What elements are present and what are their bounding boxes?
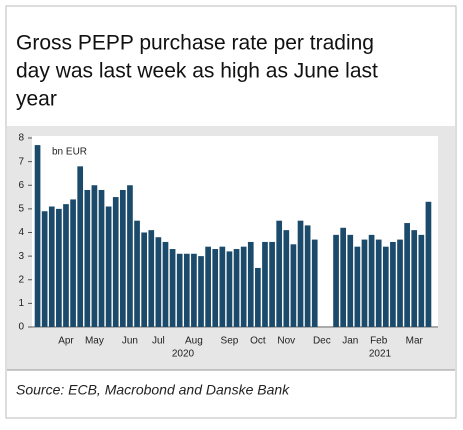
bar	[382, 246, 389, 327]
bar	[226, 251, 233, 327]
bar	[212, 249, 219, 327]
y-tick-label: 2	[18, 274, 24, 285]
bar	[198, 256, 204, 327]
x-tick-label: Jan	[342, 336, 358, 347]
bar	[404, 223, 410, 327]
bar	[333, 234, 339, 327]
bar	[418, 234, 425, 327]
bar	[63, 204, 69, 327]
x-tick-label: Jun	[122, 336, 138, 347]
bar	[340, 227, 347, 327]
bar	[233, 249, 240, 327]
bar	[77, 166, 84, 327]
title-line: day was last week as high as June last	[16, 60, 378, 83]
bar	[219, 246, 226, 327]
bar	[34, 145, 41, 327]
year-label: 2020	[172, 349, 195, 360]
bar	[354, 246, 361, 327]
bar	[162, 241, 169, 327]
x-tick-label: Oct	[250, 336, 266, 347]
bar	[397, 239, 403, 327]
bar	[148, 230, 155, 327]
bar	[205, 246, 211, 327]
title-line: year	[16, 88, 57, 111]
y-tick-label: 6	[18, 180, 24, 191]
bar	[425, 201, 432, 327]
title-line: Gross PEPP purchase rate per trading	[16, 32, 374, 55]
bar	[304, 225, 311, 327]
bar	[247, 241, 254, 327]
bar	[297, 220, 304, 327]
bar	[134, 220, 140, 327]
bar	[56, 208, 62, 327]
bar	[276, 220, 283, 327]
bar	[361, 239, 368, 327]
y-tick-label: 5	[18, 204, 24, 215]
y-tick-label: 1	[18, 298, 24, 309]
bar	[91, 185, 98, 327]
bar	[112, 197, 119, 327]
bar	[169, 249, 176, 327]
y-tick-label: 4	[18, 227, 24, 238]
x-tick-label: Apr	[58, 336, 74, 347]
x-tick-label: Jul	[152, 336, 165, 347]
bar	[347, 234, 354, 327]
bar	[105, 206, 112, 327]
bar	[375, 239, 382, 327]
bar	[127, 185, 133, 327]
x-tick-label: Nov	[277, 336, 295, 347]
x-tick-label: Feb	[370, 336, 388, 347]
x-tick-label: Aug	[185, 336, 203, 347]
source: Source: ECB, Macrobond and Danske Bank	[16, 382, 290, 398]
bar	[141, 232, 148, 327]
bar	[240, 246, 247, 327]
bar	[41, 211, 48, 327]
y-tick-label: 7	[18, 156, 24, 167]
bar	[98, 189, 105, 327]
bar	[311, 239, 318, 327]
y-tick-label: 3	[18, 251, 24, 262]
x-tick-label: Mar	[406, 336, 424, 347]
y-tick-label: 8	[18, 133, 24, 144]
bar	[368, 234, 375, 327]
bar	[390, 241, 396, 327]
bar	[255, 267, 261, 327]
bar	[191, 253, 197, 327]
y-tick-label: 0	[18, 322, 24, 333]
x-tick-label: Dec	[313, 336, 331, 347]
bar	[48, 206, 55, 327]
bar	[411, 230, 418, 327]
bar	[283, 230, 290, 327]
x-tick-label: May	[85, 336, 104, 347]
bar	[119, 189, 126, 327]
bar	[183, 253, 190, 327]
bar	[84, 189, 91, 327]
bar	[262, 241, 268, 327]
x-tick-label: Sep	[221, 336, 239, 347]
unit-label: bn EUR	[52, 147, 87, 158]
bar	[290, 244, 297, 327]
bar	[269, 241, 275, 327]
year-label: 2021	[369, 349, 392, 360]
bar	[70, 199, 76, 327]
bar	[176, 253, 183, 327]
bar	[155, 237, 162, 327]
